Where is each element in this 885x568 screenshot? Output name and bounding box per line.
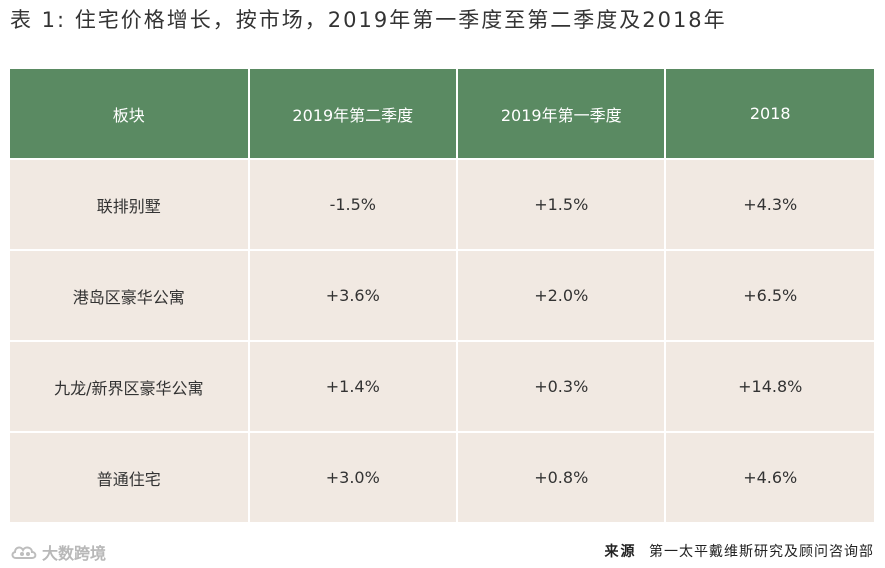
watermark-text: 大数跨境 — [42, 544, 107, 563]
header-2019-q1: 2019年第一季度 — [457, 69, 667, 160]
row-label: 九龙/新界区豪华公寓 — [10, 341, 250, 433]
cell-value: +2.0% — [457, 250, 667, 342]
cell-value: +4.3% — [665, 159, 874, 251]
price-growth-table: 板块 2019年第二季度 2019年第一季度 2018 联排别墅 -1.5% +… — [10, 69, 874, 522]
cell-value: +4.6% — [665, 432, 874, 522]
cell-value: -1.5% — [248, 159, 459, 251]
cell-value: +3.6% — [248, 250, 459, 342]
table-row: 联排别墅 -1.5% +1.5% +4.3% — [10, 159, 874, 251]
cell-value: +6.5% — [665, 250, 874, 342]
cell-value: +0.8% — [457, 432, 667, 522]
page-title: 表 1: 住宅价格增长，按市场，2019年第一季度至第二季度及2018年 — [10, 8, 727, 32]
cell-value: +1.4% — [248, 341, 459, 433]
cell-value: +3.0% — [248, 432, 459, 522]
table-row: 九龙/新界区豪华公寓 +1.4% +0.3% +14.8% — [10, 341, 874, 433]
cell-value: +0.3% — [457, 341, 667, 433]
table-header-row: 板块 2019年第二季度 2019年第一季度 2018 — [10, 69, 874, 160]
header-2019-q2: 2019年第二季度 — [248, 69, 459, 160]
cell-value: +14.8% — [665, 341, 874, 433]
source-text: 第一太平戴维斯研究及顾问咨询部 — [649, 544, 874, 560]
row-label: 联排别墅 — [10, 159, 250, 251]
watermark-logo: 大数跨境 — [10, 540, 106, 564]
table-row: 港岛区豪华公寓 +3.6% +2.0% +6.5% — [10, 250, 874, 342]
row-label: 港岛区豪华公寓 — [10, 250, 250, 342]
table-row: 普通住宅 +3.0% +0.8% +4.6% — [10, 432, 874, 522]
row-label: 普通住宅 — [10, 432, 250, 522]
cloud-logo-icon — [11, 546, 37, 559]
header-segment: 板块 — [10, 69, 250, 160]
source-label: 来源 — [604, 544, 637, 560]
cell-value: +1.5% — [457, 159, 667, 251]
header-2018: 2018 — [665, 69, 874, 160]
source-note: 来源 第一太平戴维斯研究及顾问咨询部 — [605, 541, 874, 561]
